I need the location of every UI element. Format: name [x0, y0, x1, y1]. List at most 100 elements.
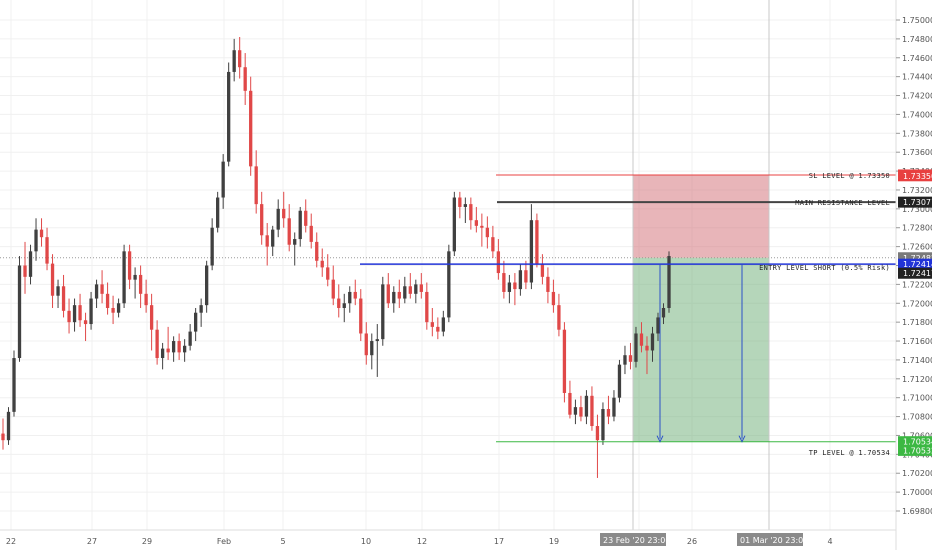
y-tick-label: 1.74200 — [902, 92, 932, 101]
candle-body — [469, 204, 473, 221]
candle-body — [348, 291, 352, 304]
candle-body — [419, 284, 423, 292]
candle-body — [133, 274, 137, 280]
candle-body — [171, 341, 176, 353]
x-tick-label: 22 — [6, 537, 16, 546]
candle-body — [474, 220, 479, 226]
y-tick-label: 1.72600 — [902, 243, 932, 252]
candle-body — [326, 267, 330, 280]
resistance-label: MAIN RESISTANCE LEVEL — [795, 199, 890, 207]
time-tag-label: 23 Feb '20 23:00 — [603, 536, 670, 545]
candle-body — [557, 305, 561, 330]
candle-body — [623, 355, 627, 365]
risk-zone — [633, 174, 769, 258]
candle-body — [265, 235, 269, 247]
sl-label: SL LEVEL @ 1.73350 — [809, 172, 890, 180]
candle-body — [408, 286, 412, 294]
candle-body — [238, 50, 242, 68]
candle-body — [634, 333, 638, 362]
candle-body — [50, 263, 55, 296]
y-tick-label: 1.74400 — [902, 73, 932, 82]
candle-body — [72, 305, 77, 323]
y-tick-label: 1.75000 — [902, 16, 932, 25]
time-tag — [600, 533, 666, 546]
candle-body — [122, 251, 126, 304]
candle-body — [61, 286, 66, 311]
candle-body — [458, 197, 462, 207]
candle-body — [414, 284, 418, 294]
candle-body — [298, 210, 302, 240]
candle-body — [667, 256, 671, 308]
y-tick-label: 1.72000 — [902, 299, 932, 308]
candle-body — [254, 166, 258, 205]
candle-body — [45, 237, 49, 264]
price-tag — [898, 196, 932, 208]
candle-body — [39, 229, 44, 238]
y-tick-label: 1.71400 — [902, 356, 932, 365]
candle-body — [595, 426, 600, 441]
y-tick-label: 1.72200 — [902, 280, 932, 289]
y-tick-label: 1.71800 — [902, 318, 932, 327]
price-tag-label: 1.72414 — [903, 260, 932, 269]
candle-body — [216, 197, 220, 228]
candle-body — [403, 286, 407, 299]
level-lines — [360, 174, 896, 443]
candle-body — [546, 276, 550, 292]
price-tag-label: 1.72482 — [903, 254, 932, 263]
y-tick-label: 1.72800 — [902, 224, 932, 233]
candle-body — [656, 317, 660, 334]
candle-body — [111, 307, 115, 313]
candle-body — [105, 293, 110, 308]
candle-body — [540, 263, 545, 277]
y-tick-label: 1.74600 — [902, 54, 932, 63]
candle-body — [193, 312, 198, 332]
candle-body — [243, 67, 247, 91]
risk-reward-zones — [633, 174, 769, 442]
candle-body — [78, 305, 82, 321]
candle-body — [260, 204, 264, 236]
price-tag-label: 1.72417 — [903, 269, 932, 278]
candle-body — [127, 251, 132, 280]
candle-body — [370, 341, 374, 356]
x-tick-label: Feb — [217, 537, 231, 546]
candle-body — [661, 307, 666, 318]
reward-zone — [633, 257, 769, 442]
y-tick-label: 1.74000 — [902, 110, 932, 119]
candle-body — [397, 291, 401, 299]
y-tick-label: 1.73200 — [902, 186, 932, 195]
time-tags: 23 Feb '20 23:00 01 Mar '20 23:00 — [600, 533, 808, 546]
candle-body — [590, 395, 594, 427]
candle-body — [89, 298, 93, 325]
price-tag — [898, 267, 932, 279]
candle-body — [282, 208, 286, 219]
candle-body — [513, 282, 517, 290]
candle-body — [452, 197, 456, 252]
y-tick-label: 1.73000 — [902, 205, 932, 214]
candle-body — [205, 265, 209, 306]
candle-body — [287, 218, 291, 245]
candle-body — [276, 208, 280, 230]
x-tick-label: 5 — [280, 537, 285, 546]
candle-body — [271, 229, 275, 247]
candle-body — [502, 273, 506, 292]
candle-body — [182, 345, 187, 353]
y-tick-label: 1.70000 — [902, 488, 932, 497]
candle-body — [138, 274, 143, 294]
y-tick-label: 1.73800 — [902, 129, 932, 138]
candle-body — [166, 348, 170, 353]
x-tick-label: 26 — [687, 537, 697, 546]
y-tick-label: 1.70600 — [902, 431, 932, 440]
candle-body — [463, 204, 467, 207]
candle-body — [315, 241, 319, 261]
candle-body — [160, 348, 165, 359]
y-tick-label: 1.71200 — [902, 375, 932, 384]
candle-body — [17, 265, 22, 359]
arrow-head — [738, 435, 746, 443]
candle-body — [28, 251, 33, 277]
candle-body — [100, 284, 104, 294]
candle-body — [562, 329, 567, 393]
time-tag — [737, 533, 803, 546]
candle-body — [375, 339, 379, 342]
